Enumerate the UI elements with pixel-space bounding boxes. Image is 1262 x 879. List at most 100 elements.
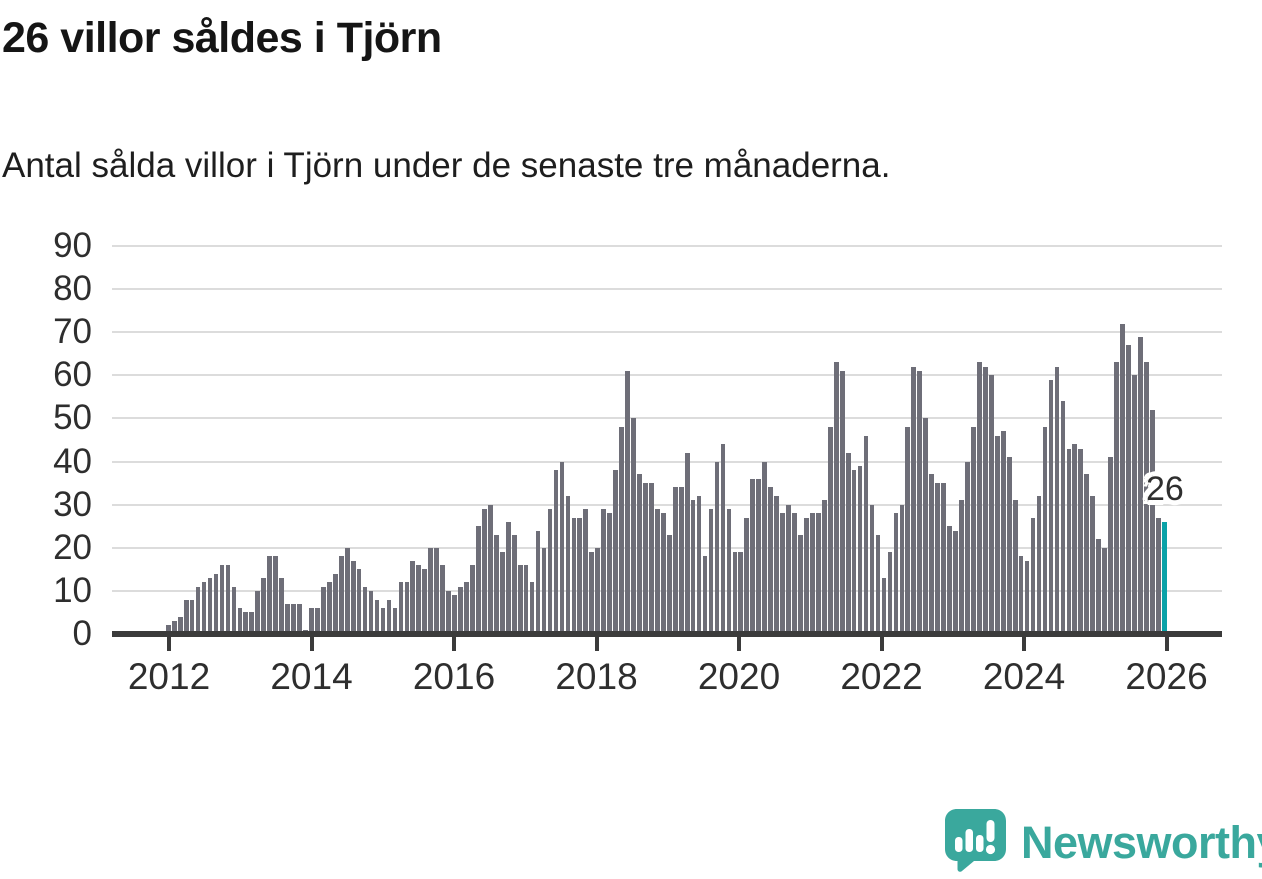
bar	[261, 578, 267, 634]
bar	[786, 505, 791, 634]
bar	[291, 604, 296, 634]
bar	[613, 470, 618, 634]
bar	[1030, 518, 1036, 634]
bar	[404, 582, 410, 634]
bar	[559, 462, 565, 634]
bar	[273, 556, 278, 634]
bar	[714, 462, 720, 634]
bar	[541, 548, 547, 634]
bar	[798, 535, 803, 634]
bar	[672, 487, 678, 634]
bar	[189, 600, 195, 634]
bar	[660, 513, 666, 634]
bar	[1024, 561, 1030, 634]
bar	[434, 548, 440, 634]
bar	[452, 595, 457, 634]
bar	[177, 617, 183, 634]
bar	[768, 487, 773, 634]
bar	[440, 565, 445, 634]
bar	[929, 474, 935, 634]
y-axis-tick-label: 70	[53, 312, 92, 352]
bar	[774, 496, 779, 634]
x-axis-tick	[309, 637, 314, 651]
bar	[649, 483, 654, 634]
x-axis-tick-label: 2020	[697, 656, 781, 697]
bar	[887, 552, 893, 634]
bar	[315, 608, 320, 634]
y-gridline	[112, 374, 1222, 377]
bar	[1096, 539, 1102, 634]
x-axis-tick	[452, 637, 456, 651]
bar	[726, 509, 732, 634]
bar	[994, 436, 1000, 634]
y-gridline	[112, 331, 1222, 334]
y-axis-tick-label: 30	[53, 484, 92, 524]
bar	[368, 591, 374, 634]
bar	[1114, 362, 1119, 634]
bar	[690, 500, 696, 634]
bar	[607, 513, 612, 634]
y-gridline	[112, 288, 1222, 291]
x-axis-tick	[167, 637, 171, 651]
y-gridline	[112, 503, 1222, 506]
bar	[1108, 457, 1113, 634]
bar	[249, 612, 255, 634]
bar	[780, 513, 785, 634]
bar	[619, 427, 624, 634]
bar	[935, 483, 940, 634]
bar	[977, 362, 982, 634]
bar	[881, 578, 887, 634]
bar	[589, 552, 595, 634]
page-title: 26 villor såldes i Tjörn	[2, 14, 442, 62]
bar	[374, 600, 380, 634]
bar	[493, 535, 499, 634]
bar	[965, 462, 970, 634]
bar	[499, 552, 505, 634]
bar	[231, 587, 237, 634]
bar	[917, 371, 923, 634]
y-axis-tick-label: 80	[53, 269, 92, 309]
bar	[756, 479, 762, 634]
bar	[684, 453, 690, 634]
bar	[201, 582, 207, 634]
y-axis-tick-label: 90	[53, 226, 92, 265]
bar	[923, 418, 929, 634]
bar	[595, 548, 601, 634]
bar	[392, 608, 398, 634]
bar	[744, 518, 750, 634]
bar	[553, 470, 559, 634]
bar	[845, 453, 851, 634]
x-axis-tick	[1164, 637, 1169, 651]
bar	[804, 518, 809, 634]
bar	[523, 565, 529, 634]
bar	[398, 582, 404, 634]
bar	[792, 513, 797, 634]
bar	[810, 513, 815, 634]
bar	[583, 509, 589, 634]
x-axis-tick	[737, 637, 741, 651]
bar	[332, 574, 338, 634]
bar	[309, 608, 314, 634]
bar	[297, 604, 302, 634]
bar	[505, 522, 511, 634]
bar	[1120, 324, 1125, 634]
bar	[988, 375, 994, 634]
bar	[941, 483, 946, 634]
last-value-label: 26	[1146, 469, 1184, 508]
newsworthy-logo-text: Newsworthy	[1021, 816, 1262, 868]
bar	[983, 367, 988, 634]
bar	[666, 535, 672, 634]
bar	[547, 509, 553, 634]
bar	[875, 535, 881, 634]
bar	[643, 483, 648, 634]
bar	[267, 556, 273, 634]
bar	[762, 462, 768, 634]
bar	[971, 427, 976, 634]
bar	[482, 509, 487, 634]
bar	[654, 509, 660, 634]
bar	[1126, 345, 1131, 634]
bar	[738, 552, 744, 634]
bar	[1066, 449, 1072, 634]
bar	[237, 608, 243, 634]
y-axis-tick-label: 50	[53, 398, 92, 438]
